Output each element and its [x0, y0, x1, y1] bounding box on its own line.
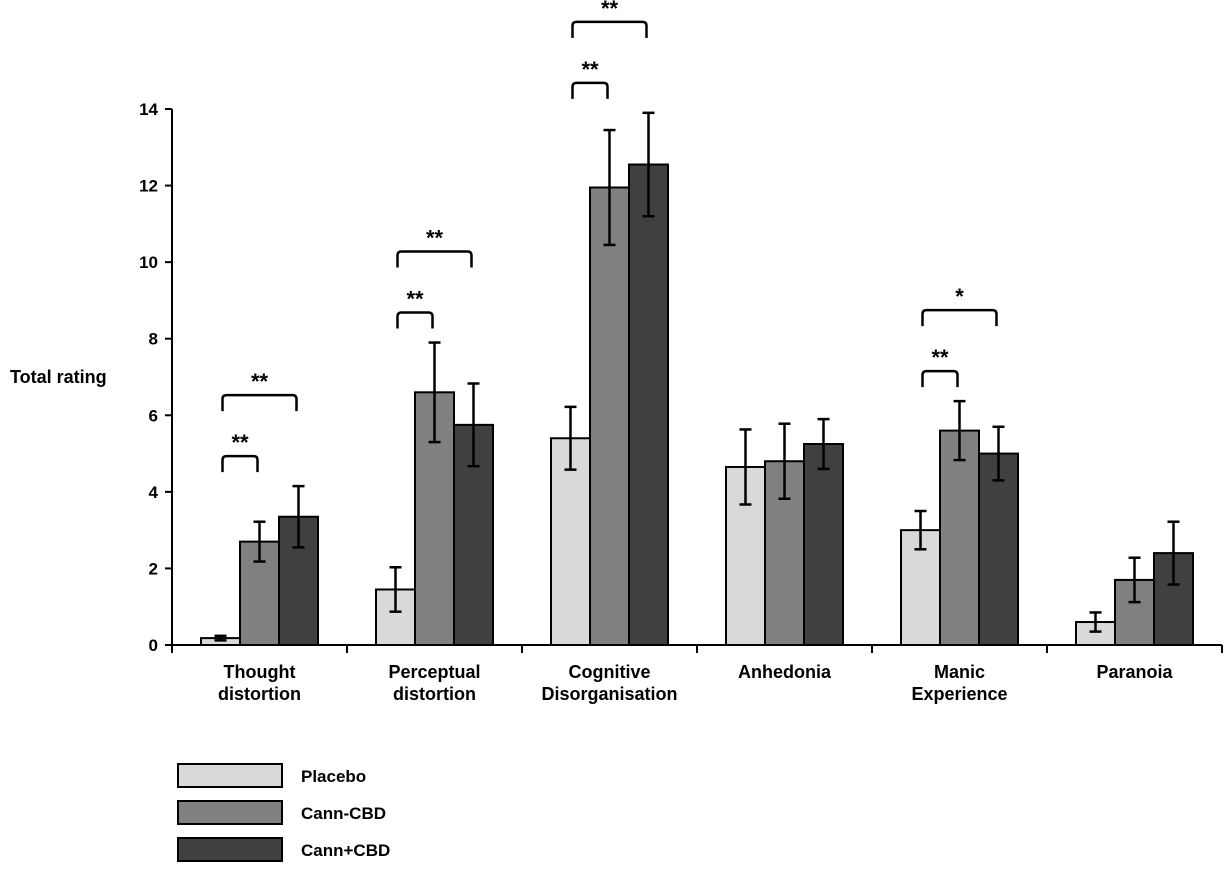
bar: [589, 186, 630, 646]
error-bar: [428, 341, 441, 444]
legend-label: Cann-CBD: [301, 804, 386, 823]
significance-label: *: [955, 284, 964, 309]
legend-swatch: [177, 837, 283, 862]
bars: [200, 163, 1194, 647]
legend-label: Cann+CBD: [301, 841, 390, 860]
significance-bracket: *: [921, 284, 998, 327]
significance-bracket: **: [221, 430, 259, 473]
y-tick-label: 10: [139, 253, 158, 272]
significance-bracket: **: [571, 0, 648, 38]
significance-label: **: [251, 369, 269, 394]
significance-bracket: **: [571, 57, 609, 99]
significance-bracket: **: [396, 226, 473, 268]
error-bar: [467, 382, 480, 468]
y-tick-label: 6: [149, 406, 158, 425]
error-bar: [992, 425, 1005, 482]
axes: 0 2 4 6 8 10 12 14: [139, 100, 1223, 655]
error-bar: [603, 128, 616, 247]
significance-label: **: [601, 0, 619, 21]
legend-label: Placebo: [301, 767, 366, 786]
y-tick-label: 4: [149, 483, 159, 502]
category-labels: Thought distortion Perceptual distortion Cog…: [218, 662, 1174, 704]
error-bar: [739, 428, 752, 506]
error-bar: [953, 399, 966, 462]
error-bar: [253, 520, 266, 563]
legend-item: Cann+CBD: [177, 837, 390, 862]
category-label: Cognitive Disorganisation: [541, 662, 677, 704]
error-bar: [642, 111, 655, 218]
significance-brackets: ***************: [221, 0, 998, 473]
category-label: Manic Experience: [911, 662, 1007, 704]
error-bars: [214, 111, 1180, 642]
y-tick-label: 2: [149, 559, 158, 578]
y-tick-label: 8: [149, 330, 158, 349]
significance-label: **: [231, 430, 249, 455]
legend-item: Cann-CBD: [177, 800, 386, 825]
significance-label: **: [581, 57, 599, 82]
category-label: Anhedonia: [738, 662, 832, 682]
error-bar: [1089, 611, 1102, 633]
error-bar: [292, 484, 305, 549]
legend: Placebo Cann-CBD Cann+CBD: [177, 763, 390, 862]
bar: [978, 452, 1019, 647]
error-bar: [1128, 556, 1141, 604]
bar: [939, 429, 980, 646]
error-bar: [214, 634, 227, 642]
error-bar: [817, 417, 830, 471]
error-bar: [914, 509, 927, 551]
y-axis-label: Total rating: [10, 367, 107, 387]
significance-label: **: [931, 345, 949, 370]
legend-swatch: [177, 763, 283, 788]
category-label: Thought distortion: [218, 662, 301, 704]
error-bar: [389, 566, 402, 613]
significance-bracket: **: [921, 345, 959, 388]
y-tick-label: 12: [139, 177, 158, 196]
error-bar: [1167, 520, 1180, 586]
category-label: Paranoia: [1096, 662, 1173, 682]
significance-label: **: [406, 287, 424, 312]
legend-item: Placebo: [177, 763, 366, 788]
bar: [803, 443, 844, 646]
y-tick-label: 14: [139, 100, 158, 119]
error-bar: [778, 422, 791, 500]
significance-label: **: [426, 226, 444, 251]
significance-bracket: **: [396, 287, 434, 329]
legend-swatch: [177, 800, 283, 825]
significance-bracket: **: [221, 369, 298, 412]
y-tick-label: 0: [149, 636, 158, 655]
category-label: Perceptual distortion: [388, 662, 480, 704]
bar: [628, 163, 669, 646]
error-bar: [564, 405, 577, 471]
